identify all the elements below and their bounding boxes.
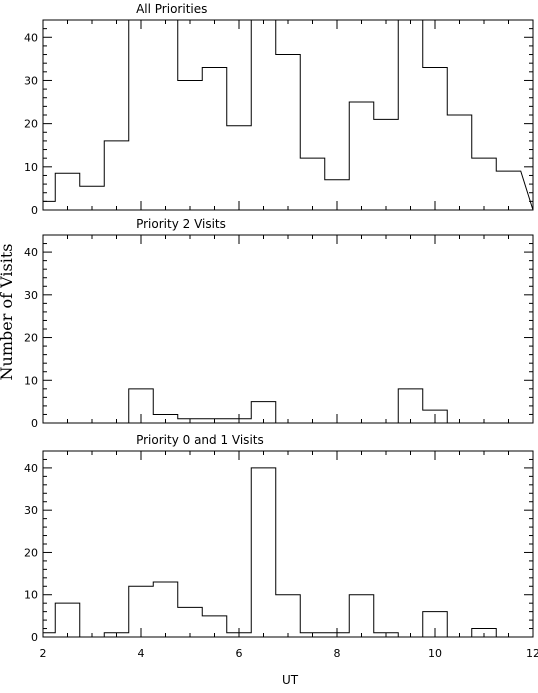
y-tick-label: 40: [24, 462, 38, 475]
y-tick-label: 40: [24, 31, 38, 44]
y-tick-label: 0: [31, 417, 38, 430]
histogram-line: [42, 467, 533, 638]
y-tick-label: 10: [24, 589, 38, 602]
y-tick-label: 30: [24, 74, 38, 87]
y-tick-label: 10: [24, 374, 38, 387]
histogram-line: [42, 19, 534, 211]
x-tick-label: 2: [40, 647, 47, 660]
plot-frame: [42, 450, 534, 638]
x-tick-label: 8: [334, 647, 341, 660]
y-tick-label: 20: [24, 118, 38, 131]
x-tick-label: 10: [428, 647, 442, 660]
plot-frame: [42, 234, 534, 424]
y-tick-label: 30: [24, 289, 38, 302]
panel-1: All Priorities 0 10 20 30 40: [24, 2, 534, 217]
panel-3: Priority 0 and 1 Visits 0 10 20 30 40 2 4 6 8 10 12: [24, 433, 538, 660]
y-tick-label: 40: [24, 246, 38, 259]
y-tick-label: 0: [31, 204, 38, 217]
y-tick-label: 20: [24, 546, 38, 559]
x-tick-label: 12: [526, 647, 538, 660]
y-tick-label: 20: [24, 332, 38, 345]
panel-title: Priority 2 Visits: [136, 217, 226, 231]
panel-title: Priority 0 and 1 Visits: [136, 433, 264, 447]
x-axis-label: UT: [282, 673, 299, 687]
y-tick-label: 30: [24, 504, 38, 517]
panel-2: Priority 2 Visits 0 10 20 30 40: [24, 217, 534, 430]
histogram-line: [43, 388, 533, 424]
y-tick-label: 10: [24, 161, 38, 174]
y-axis-label: Number of Visits: [0, 244, 16, 381]
panel-title: All Priorities: [136, 2, 207, 16]
y-tick-label: 0: [31, 631, 38, 644]
x-tick-label: 4: [138, 647, 145, 660]
x-tick-label: 6: [236, 647, 243, 660]
